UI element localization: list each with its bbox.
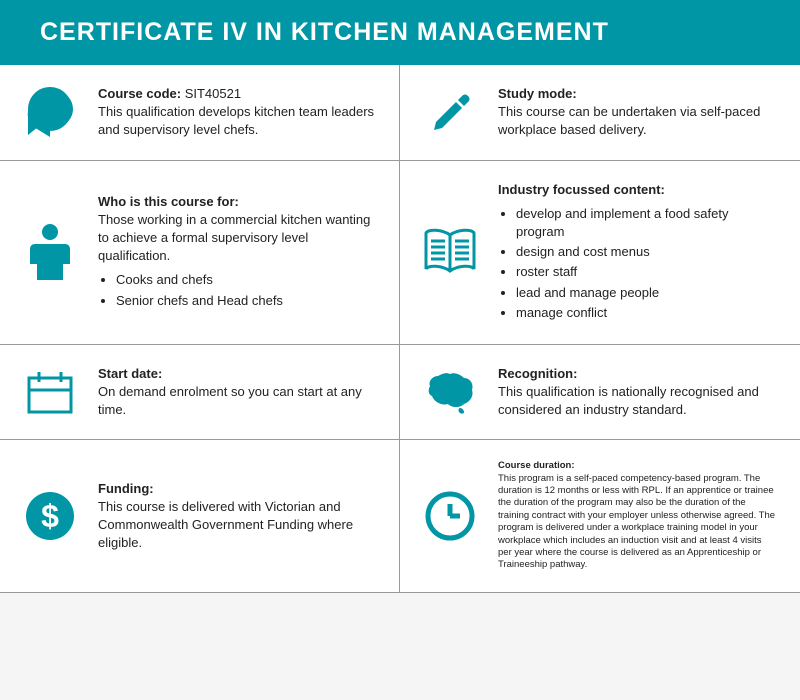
cell-heading: Who is this course for: [98, 193, 375, 211]
cell-heading-inline: SIT40521 [185, 86, 241, 101]
speech-bubble-icon [20, 85, 80, 139]
cell-duration: Course duration: This program is a self-… [400, 440, 800, 592]
cell-heading: Industry focussed content: [498, 181, 776, 199]
dollar-icon: $ [20, 490, 80, 542]
cell-content: Who is this course for: Those working in… [98, 193, 375, 312]
cell-funding: $ Funding: This course is delivered with… [0, 440, 400, 592]
header-bar: CERTIFICATE IV IN KITCHEN MANAGEMENT [0, 0, 800, 65]
calendar-icon [20, 368, 80, 416]
cell-content: Industry focussed content: develop and i… [498, 181, 776, 324]
cell-body: This qualification is nationally recogni… [498, 384, 759, 417]
svg-text:$: $ [41, 498, 59, 534]
cell-list: develop and implement a food safety prog… [516, 205, 776, 322]
cell-heading: Recognition: [498, 365, 776, 383]
cell-who-for: Who is this course for: Those working in… [0, 161, 400, 345]
info-grid: Course code: SIT40521 This qualification… [0, 65, 800, 593]
list-item: lead and manage people [516, 284, 776, 302]
cell-content: Start date: On demand enrolment so you c… [98, 365, 375, 420]
cell-heading: Course duration: [498, 460, 776, 472]
cell-body: This course can be undertaken via self-p… [498, 104, 760, 137]
course-infographic: CERTIFICATE IV IN KITCHEN MANAGEMENT Cou… [0, 0, 800, 593]
cell-heading: Funding: [98, 480, 375, 498]
cell-industry-content: Industry focussed content: develop and i… [400, 161, 800, 345]
cell-heading: Start date: [98, 365, 375, 383]
list-item: Cooks and chefs [116, 271, 375, 289]
clock-icon [420, 490, 480, 542]
page-title: CERTIFICATE IV IN KITCHEN MANAGEMENT [40, 18, 760, 47]
cell-heading: Study mode: [498, 85, 776, 103]
pencil-icon [420, 88, 480, 136]
list-item: manage conflict [516, 304, 776, 322]
cell-body: Those working in a commercial kitchen wa… [98, 212, 370, 263]
cell-recognition: Recognition: This qualification is natio… [400, 345, 800, 441]
cell-body: On demand enrolment so you can start at … [98, 384, 362, 417]
list-item: develop and implement a food safety prog… [516, 205, 776, 241]
cell-content: Course duration: This program is a self-… [498, 460, 776, 571]
person-icon [20, 222, 80, 282]
australia-icon [420, 368, 480, 416]
cell-body: This qualification develops kitchen team… [98, 104, 374, 137]
cell-study-mode: Study mode: This course can be undertake… [400, 65, 800, 161]
cell-start-date: Start date: On demand enrolment so you c… [0, 345, 400, 441]
cell-content: Recognition: This qualification is natio… [498, 365, 776, 420]
cell-body: This course is delivered with Victorian … [98, 499, 353, 550]
book-icon [420, 227, 480, 277]
cell-heading: Course code: [98, 86, 181, 101]
list-item: roster staff [516, 263, 776, 281]
cell-body: This program is a self-paced competency-… [498, 473, 775, 570]
cell-list: Cooks and chefs Senior chefs and Head ch… [116, 271, 375, 309]
cell-content: Study mode: This course can be undertake… [498, 85, 776, 140]
list-item: Senior chefs and Head chefs [116, 292, 375, 310]
list-item: design and cost menus [516, 243, 776, 261]
cell-course-code: Course code: SIT40521 This qualification… [0, 65, 400, 161]
cell-content: Course code: SIT40521 This qualification… [98, 85, 375, 140]
cell-content: Funding: This course is delivered with V… [98, 480, 375, 553]
